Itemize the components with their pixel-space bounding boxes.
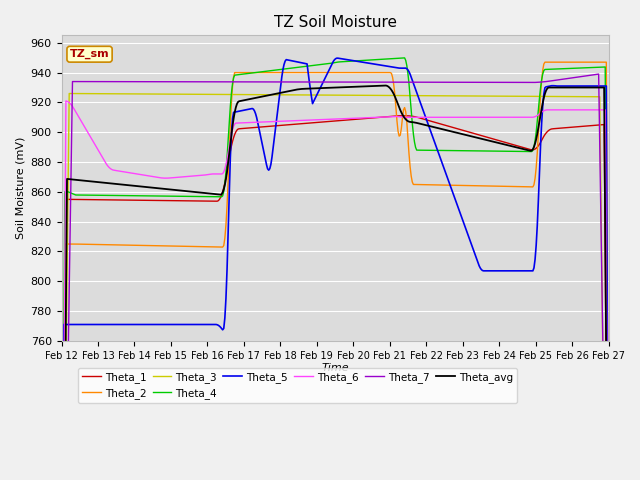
Theta_5: [385, 63, 392, 69]
Theta_6: [319, 117, 326, 122]
Theta_5: [334, 55, 342, 61]
Theta_4: [507, 148, 515, 154]
Theta_1: [321, 119, 328, 125]
Theta_4: [383, 56, 391, 62]
Theta_1: [383, 114, 391, 120]
Theta_6: [385, 114, 392, 120]
X-axis label: Time: Time: [321, 363, 349, 373]
Line: Theta_3: Theta_3: [61, 94, 609, 480]
Theta_6: [507, 114, 515, 120]
Theta_7: [383, 79, 391, 85]
Theta_7: [506, 80, 514, 85]
Theta_7: [321, 79, 328, 85]
Theta_2: [321, 70, 328, 75]
Theta_1: [507, 141, 515, 147]
Theta_avg: [385, 84, 392, 89]
Theta_avg: [507, 143, 515, 149]
Theta_2: [354, 70, 362, 75]
Theta_7: [595, 71, 602, 77]
Theta_7: [354, 79, 362, 85]
Theta_3: [319, 92, 326, 98]
Theta_3: [65, 91, 73, 96]
Theta_7: [591, 72, 599, 77]
Theta_3: [385, 93, 392, 98]
Theta_2: [506, 183, 514, 189]
Line: Theta_4: Theta_4: [61, 58, 609, 480]
Theta_2: [383, 70, 391, 75]
Theta_2: [317, 70, 325, 75]
Theta_7: [317, 79, 325, 85]
Theta_5: [355, 59, 362, 64]
Theta_avg: [321, 85, 328, 91]
Theta_1: [317, 119, 325, 125]
Line: Theta_5: Theta_5: [61, 58, 609, 480]
Theta_6: [322, 117, 330, 122]
Theta_5: [507, 268, 515, 274]
Theta_6: [62, 98, 70, 104]
Line: Theta_avg: Theta_avg: [61, 85, 609, 480]
Line: Theta_7: Theta_7: [61, 74, 609, 480]
Theta_3: [322, 92, 330, 98]
Line: Theta_2: Theta_2: [61, 62, 609, 480]
Theta_5: [593, 83, 600, 89]
Theta_avg: [354, 84, 362, 89]
Y-axis label: Soil Moisture (mV): Soil Moisture (mV): [15, 137, 25, 240]
Theta_5: [321, 76, 328, 82]
Legend: Theta_1, Theta_2, Theta_3, Theta_4, Theta_5, Theta_6, Theta_7, Theta_avg: Theta_1, Theta_2, Theta_3, Theta_4, Thet…: [77, 368, 517, 403]
Theta_avg: [317, 85, 325, 91]
Theta_1: [354, 116, 362, 122]
Theta_6: [593, 107, 600, 113]
Theta_5: [317, 83, 325, 89]
Theta_3: [355, 93, 362, 98]
Text: TZ_sm: TZ_sm: [70, 49, 109, 60]
Line: Theta_6: Theta_6: [61, 101, 609, 480]
Theta_6: [355, 115, 362, 121]
Theta_avg: [381, 83, 388, 88]
Theta_2: [541, 60, 548, 65]
Theta_1: [593, 122, 600, 128]
Theta_4: [317, 61, 325, 67]
Theta_4: [593, 64, 600, 70]
Theta_3: [507, 93, 515, 99]
Theta_4: [401, 55, 408, 61]
Theta_4: [354, 58, 362, 64]
Line: Theta_1: Theta_1: [61, 116, 609, 480]
Title: TZ Soil Moisture: TZ Soil Moisture: [273, 15, 397, 30]
Theta_avg: [593, 84, 600, 90]
Theta_3: [593, 94, 600, 100]
Theta_2: [593, 60, 600, 65]
Theta_4: [321, 61, 328, 67]
Theta_1: [400, 113, 408, 119]
